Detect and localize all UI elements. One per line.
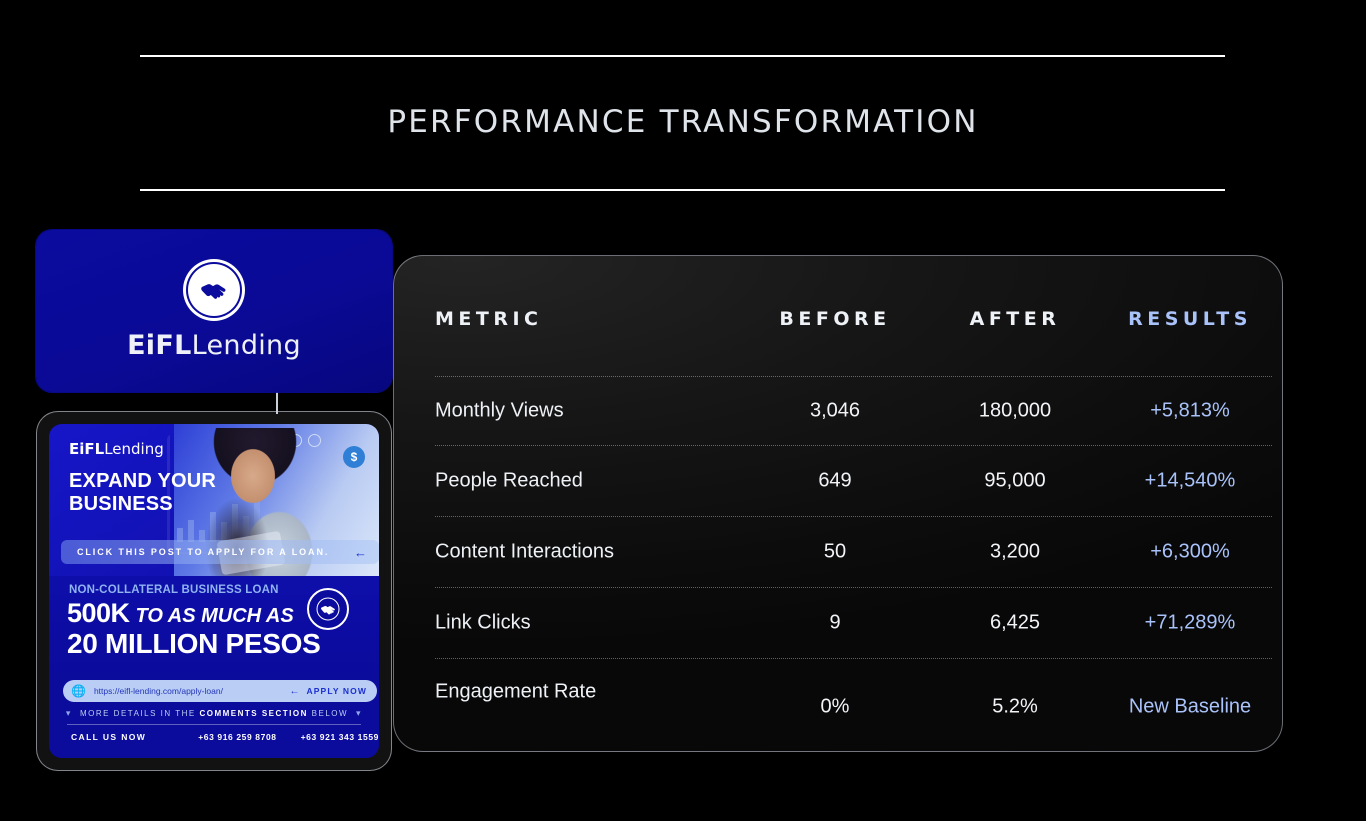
offer-max-amount: 20 MILLION PESOS	[67, 628, 321, 659]
ad-cta-banner[interactable]: CLICK THIS POST TO APPLY FOR A LOAN. ←	[61, 540, 379, 564]
ad-brand-light: Lending	[104, 440, 164, 458]
cell-results: +71,289%	[1144, 611, 1236, 634]
dollar-badge-icon: $	[343, 446, 365, 468]
table-header-row: METRIC BEFORE AFTER RESULTS	[435, 256, 1272, 376]
ad-more-details: ▾ MORE DETAILS IN THE COMMENTS SECTION BE…	[49, 708, 379, 719]
chevron-down-icon: ▾	[356, 708, 363, 718]
ad-brand-name: EiFLLending	[69, 440, 164, 458]
brand-name: EiFLLending	[127, 330, 301, 361]
brand-logo-card: EiFLLending	[36, 230, 392, 392]
metrics-table: METRIC BEFORE AFTER RESULTS Monthly View…	[435, 256, 1272, 751]
apply-now-label: APPLY NOW	[306, 685, 367, 696]
arrow-left-icon: ←	[289, 685, 301, 697]
cell-before: 0%	[820, 695, 850, 718]
globe-icon: 🌐	[71, 684, 86, 698]
offer-connector: TO AS MUCH AS	[135, 605, 294, 627]
column-header-before: BEFORE	[779, 308, 891, 330]
column-header-results: RESULTS	[1128, 308, 1252, 330]
column-header-metric: METRIC	[435, 308, 543, 330]
chevron-down-icon: ▾	[65, 708, 72, 718]
page-title: PERFORMANCE TRANSFORMATION	[387, 104, 979, 140]
cell-metric: People Reached	[435, 469, 583, 492]
handshake-icon	[307, 588, 349, 630]
cell-metric: Link Clicks	[435, 611, 531, 634]
apply-now-button[interactable]: ← APPLY NOW	[289, 686, 367, 697]
more-details-emphasis: COMMENTS SECTION	[199, 709, 308, 718]
cell-metric: Monthly Views	[435, 399, 564, 422]
ad-creative-frame: $ EiFLLending EXPAND YOUR BUSINESS CLICK…	[36, 411, 392, 771]
ad-contact-row: CALL US NOW +63 916 259 8708 +63 921 343…	[49, 732, 379, 742]
cell-after: 180,000	[978, 399, 1052, 422]
header-rule-top	[140, 55, 1225, 57]
cell-before: 3,046	[809, 399, 861, 422]
footer-divider	[67, 724, 361, 725]
more-details-suffix: BELOW	[311, 709, 349, 718]
card-connector-line	[276, 388, 278, 414]
cell-metric: Content Interactions	[435, 540, 614, 563]
phone-number-1[interactable]: +63 916 259 8708	[198, 732, 277, 742]
cell-after: 95,000	[984, 469, 1046, 492]
ad-brand-bold: EiFL	[69, 440, 105, 458]
table-row: People Reached 649 95,000 +14,540%	[435, 445, 1272, 516]
cell-after: 3,200	[989, 540, 1041, 563]
ad-cta-label: CLICK THIS POST TO APPLY FOR A LOAN.	[77, 547, 330, 557]
table-row: Monthly Views 3,046 180,000 +5,813%	[435, 376, 1272, 445]
ad-headline: EXPAND YOUR BUSINESS	[69, 470, 217, 515]
handshake-icon	[186, 261, 242, 318]
cell-after: 5.2%	[992, 695, 1038, 718]
ad-footer: 🌐 https://eifl-lending.com/apply-loan/ ←…	[49, 674, 379, 758]
cell-after: 6,425	[989, 611, 1041, 634]
phone-number-2[interactable]: +63 921 343 1559	[300, 732, 379, 742]
cell-before: 649	[818, 469, 852, 492]
cell-results: +6,300%	[1150, 540, 1230, 563]
offer-kicker: NON-COLLATERAL BUSINESS LOAN	[69, 584, 279, 596]
ad-url-text: https://eifl-lending.com/apply-loan/	[93, 686, 223, 696]
ad-offer-block: NON-COLLATERAL BUSINESS LOAN 500K TO AS M…	[49, 576, 379, 676]
cell-before: 50	[823, 540, 847, 563]
table-row: Engagement Rate 0% 5.2% New Baseline	[435, 658, 1272, 741]
more-details-prefix: MORE DETAILS IN THE	[79, 709, 196, 718]
cell-before: 9	[829, 611, 841, 634]
brand-name-bold: EiFL	[127, 329, 192, 361]
metrics-panel: METRIC BEFORE AFTER RESULTS Monthly View…	[393, 255, 1283, 752]
cell-results: +14,540%	[1144, 469, 1236, 492]
cell-metric: Engagement Rate	[435, 680, 597, 703]
cell-results: New Baseline	[1128, 695, 1252, 718]
offer-amount: 500K	[67, 598, 130, 628]
call-us-label: CALL US NOW	[71, 732, 147, 742]
table-row: Content Interactions 50 3,200 +6,300%	[435, 516, 1272, 587]
ad-url-bar[interactable]: 🌐 https://eifl-lending.com/apply-loan/ ←…	[63, 680, 377, 702]
offer-amount-line: 500K TO AS MUCH AS	[67, 598, 294, 629]
ad-creative: $ EiFLLending EXPAND YOUR BUSINESS CLICK…	[49, 424, 379, 758]
brand-name-light: Lending	[191, 329, 301, 361]
column-header-after: AFTER	[969, 308, 1061, 330]
table-row: Link Clicks 9 6,425 +71,289%	[435, 587, 1272, 658]
arrow-left-icon: ←	[354, 544, 367, 560]
header-rule-bottom	[140, 189, 1225, 191]
cell-results: +5,813%	[1150, 399, 1230, 422]
